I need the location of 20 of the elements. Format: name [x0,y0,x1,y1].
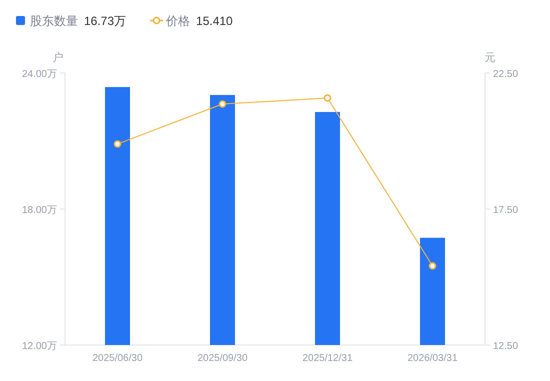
point [428,262,436,270]
y2-tick-label: 12.50 [493,341,518,352]
y-tick-label: 18.00万 [22,205,57,216]
y-tick-label: 24.00万 [22,69,57,80]
x-tick-label: 2025/09/30 [197,353,248,364]
x-tick-label: 2025/12/31 [302,353,353,364]
y2-tick-label: 22.50 [493,69,518,80]
y2-tick-label: 17.50 [493,205,518,216]
point [114,140,122,148]
legend-label: 股东数量 [30,14,78,28]
text: 15.410 [196,14,234,28]
y2-axis-title: 元 [484,52,496,64]
x-tick-label: 2025/06/30 [92,353,143,364]
text: 16.73万 [84,14,126,28]
y-tick-label: 12.00万 [22,341,57,352]
legend-label: 价格 [165,14,190,28]
x-tick-label: 2026/03/31 [407,353,458,364]
point [218,100,226,108]
y-axis-title: 户 [52,51,64,64]
point [324,94,332,102]
